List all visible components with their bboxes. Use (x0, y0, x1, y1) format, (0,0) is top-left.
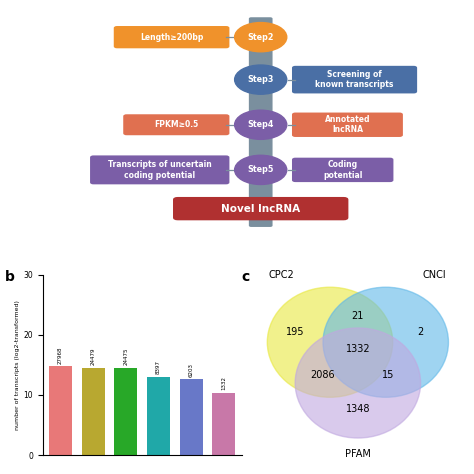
Text: CPC2: CPC2 (268, 270, 294, 280)
Circle shape (267, 287, 392, 397)
Bar (82, 367, 105, 455)
Text: 27968: 27968 (58, 346, 63, 364)
Text: 24475: 24475 (123, 347, 128, 365)
Text: Step5: Step5 (247, 165, 274, 174)
FancyBboxPatch shape (123, 114, 229, 135)
Circle shape (253, 33, 269, 42)
Circle shape (253, 165, 269, 174)
Text: 1332: 1332 (221, 376, 226, 390)
Text: Annotated
lncRNA: Annotated lncRNA (325, 115, 370, 135)
Bar (114, 367, 137, 455)
Text: FPKM≥0.5: FPKM≥0.5 (154, 120, 199, 129)
Circle shape (235, 65, 287, 94)
Bar (49, 366, 72, 455)
Text: CNCl: CNCl (423, 270, 447, 280)
Circle shape (235, 23, 287, 52)
Circle shape (253, 75, 269, 84)
Text: 195: 195 (286, 327, 304, 337)
Text: Novel lncRNA: Novel lncRNA (221, 204, 300, 214)
Bar (180, 379, 202, 455)
Circle shape (253, 120, 269, 129)
Text: 8397: 8397 (156, 360, 161, 374)
Text: PFAM: PFAM (345, 449, 371, 459)
FancyBboxPatch shape (249, 17, 273, 227)
Text: 15: 15 (382, 370, 394, 380)
FancyBboxPatch shape (90, 155, 229, 184)
Circle shape (323, 287, 448, 397)
Text: Screening of
known transcripts: Screening of known transcripts (315, 70, 394, 89)
Text: Step3: Step3 (247, 75, 274, 84)
Text: Length≥200bp: Length≥200bp (140, 33, 203, 42)
Circle shape (235, 155, 287, 184)
Text: 21: 21 (352, 311, 364, 321)
Text: Step2: Step2 (247, 33, 274, 42)
FancyBboxPatch shape (292, 158, 393, 182)
Circle shape (295, 328, 420, 438)
Bar (212, 393, 235, 455)
Text: 1332: 1332 (346, 345, 370, 355)
Text: 6203: 6203 (189, 363, 194, 377)
Text: 24479: 24479 (91, 347, 96, 365)
Text: 2: 2 (418, 327, 424, 337)
Text: 1348: 1348 (346, 404, 370, 414)
Bar (147, 377, 170, 455)
Text: 2086: 2086 (311, 370, 335, 380)
Text: Coding
potential: Coding potential (323, 160, 363, 180)
FancyBboxPatch shape (173, 197, 348, 220)
Text: Step4: Step4 (247, 120, 274, 129)
Text: Transcripts of uncertain
coding potential: Transcripts of uncertain coding potentia… (108, 160, 211, 180)
Y-axis label: number of transcripts (log2-transformed): number of transcripts (log2-transformed) (16, 300, 20, 430)
FancyBboxPatch shape (114, 26, 229, 48)
FancyBboxPatch shape (292, 112, 403, 137)
Circle shape (235, 110, 287, 139)
Text: b: b (5, 270, 15, 284)
FancyBboxPatch shape (292, 66, 417, 93)
Text: c: c (242, 270, 250, 284)
